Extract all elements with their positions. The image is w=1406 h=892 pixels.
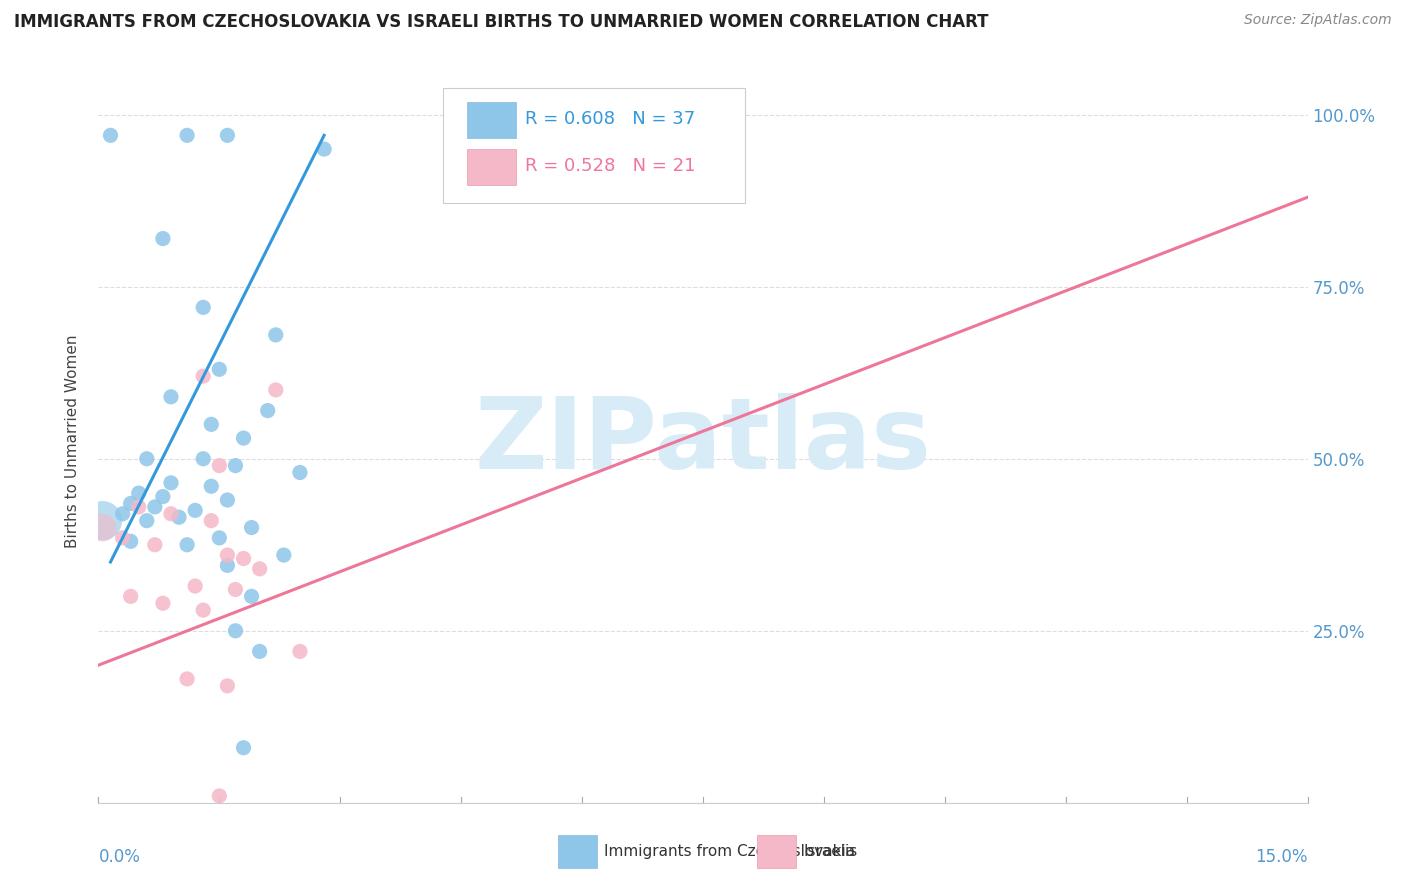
Point (240, 520, 263, 534)
Point (128, 486, 150, 500)
Point (160, 507, 183, 521)
Point (217, 558, 239, 573)
Point (224, 458, 246, 473)
Point (264, 327, 287, 342)
Point (273, 548, 295, 562)
Point (135, 514, 157, 528)
FancyBboxPatch shape (443, 87, 745, 203)
Point (256, 403, 278, 417)
Point (668, 128, 690, 143)
Point (217, 128, 239, 143)
Point (217, 493, 239, 508)
Text: Source: ZipAtlas.com: Source: ZipAtlas.com (1244, 13, 1392, 28)
Text: 15.0%: 15.0% (1256, 847, 1308, 865)
Point (184, 503, 207, 517)
Y-axis label: Births to Unmarried Women: Births to Unmarried Women (65, 334, 80, 549)
Point (120, 496, 142, 510)
Point (232, 740, 254, 755)
Bar (558, 835, 596, 868)
Point (208, 458, 231, 473)
Point (100, 128, 122, 143)
Point (152, 596, 174, 610)
Point (224, 624, 246, 638)
Point (217, 548, 239, 562)
Point (176, 128, 198, 143)
Text: ZIPatlas: ZIPatlas (475, 393, 931, 490)
Bar (758, 835, 796, 868)
Point (217, 679, 239, 693)
Point (208, 789, 231, 803)
Point (135, 451, 157, 466)
Text: R = 0.528   N = 21: R = 0.528 N = 21 (526, 156, 696, 175)
Text: IMMIGRANTS FROM CZECHOSLOVAKIA VS ISRAELI BIRTHS TO UNMARRIED WOMEN CORRELATION : IMMIGRANTS FROM CZECHOSLOVAKIA VS ISRAEL… (14, 13, 988, 31)
Point (249, 644, 271, 658)
Point (193, 603, 215, 617)
Point (224, 582, 246, 597)
Point (314, 142, 336, 156)
Point (200, 514, 222, 528)
Point (200, 417, 222, 432)
Point (120, 590, 142, 604)
Text: 0.0%: 0.0% (98, 847, 141, 865)
Point (167, 510, 190, 524)
Point (288, 466, 311, 480)
Point (111, 507, 134, 521)
Point (193, 451, 215, 466)
Point (120, 534, 142, 549)
Point (160, 390, 183, 404)
Point (152, 231, 174, 245)
Point (264, 383, 287, 397)
Point (111, 531, 134, 545)
Point (176, 672, 198, 686)
Point (200, 479, 222, 493)
Point (160, 475, 183, 490)
Point (288, 644, 311, 658)
Point (152, 490, 174, 504)
Point (184, 579, 207, 593)
Bar (467, 149, 516, 185)
Point (193, 369, 215, 384)
Point (91, 514, 114, 528)
Point (143, 538, 166, 552)
Point (128, 500, 150, 514)
Point (240, 590, 263, 604)
Point (208, 362, 231, 376)
Point (249, 562, 271, 576)
Text: R = 0.608   N = 37: R = 0.608 N = 37 (526, 110, 696, 128)
Point (208, 531, 231, 545)
Point (176, 538, 198, 552)
Point (193, 301, 215, 315)
Point (91, 520, 114, 534)
Point (232, 431, 254, 445)
Text: Immigrants from Czechoslovakia: Immigrants from Czechoslovakia (603, 845, 855, 859)
Text: Israelis: Israelis (803, 845, 858, 859)
Point (143, 500, 166, 514)
Bar (467, 102, 516, 138)
Point (232, 551, 254, 566)
